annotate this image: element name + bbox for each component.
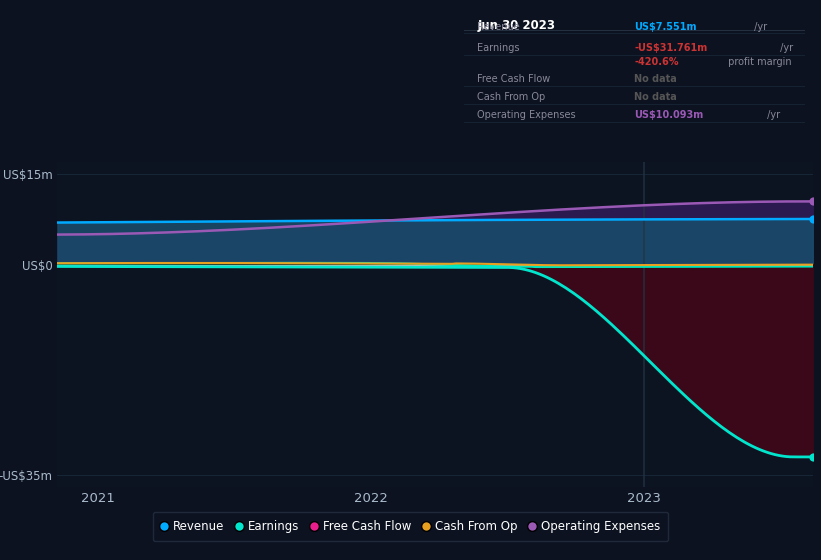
Legend: Revenue, Earnings, Free Cash Flow, Cash From Op, Operating Expenses: Revenue, Earnings, Free Cash Flow, Cash … bbox=[153, 512, 668, 541]
Text: /yr: /yr bbox=[777, 44, 793, 53]
Text: profit margin: profit margin bbox=[725, 57, 791, 67]
Text: /yr: /yr bbox=[750, 21, 767, 31]
Text: Revenue: Revenue bbox=[478, 21, 521, 31]
Text: No data: No data bbox=[635, 92, 677, 102]
Text: US$10.093m: US$10.093m bbox=[635, 110, 704, 120]
Text: Jun 30 2023: Jun 30 2023 bbox=[478, 19, 556, 32]
Text: Free Cash Flow: Free Cash Flow bbox=[478, 74, 551, 83]
Text: Earnings: Earnings bbox=[478, 44, 520, 53]
Text: -US$31.761m: -US$31.761m bbox=[635, 44, 708, 53]
Text: No data: No data bbox=[635, 74, 677, 83]
Text: /yr: /yr bbox=[764, 110, 780, 120]
Text: US$7.551m: US$7.551m bbox=[635, 21, 697, 31]
Text: Operating Expenses: Operating Expenses bbox=[478, 110, 576, 120]
Point bbox=[806, 214, 819, 223]
Text: -420.6%: -420.6% bbox=[635, 57, 679, 67]
Point bbox=[806, 452, 819, 461]
Point bbox=[806, 197, 819, 206]
Text: Cash From Op: Cash From Op bbox=[478, 92, 546, 102]
